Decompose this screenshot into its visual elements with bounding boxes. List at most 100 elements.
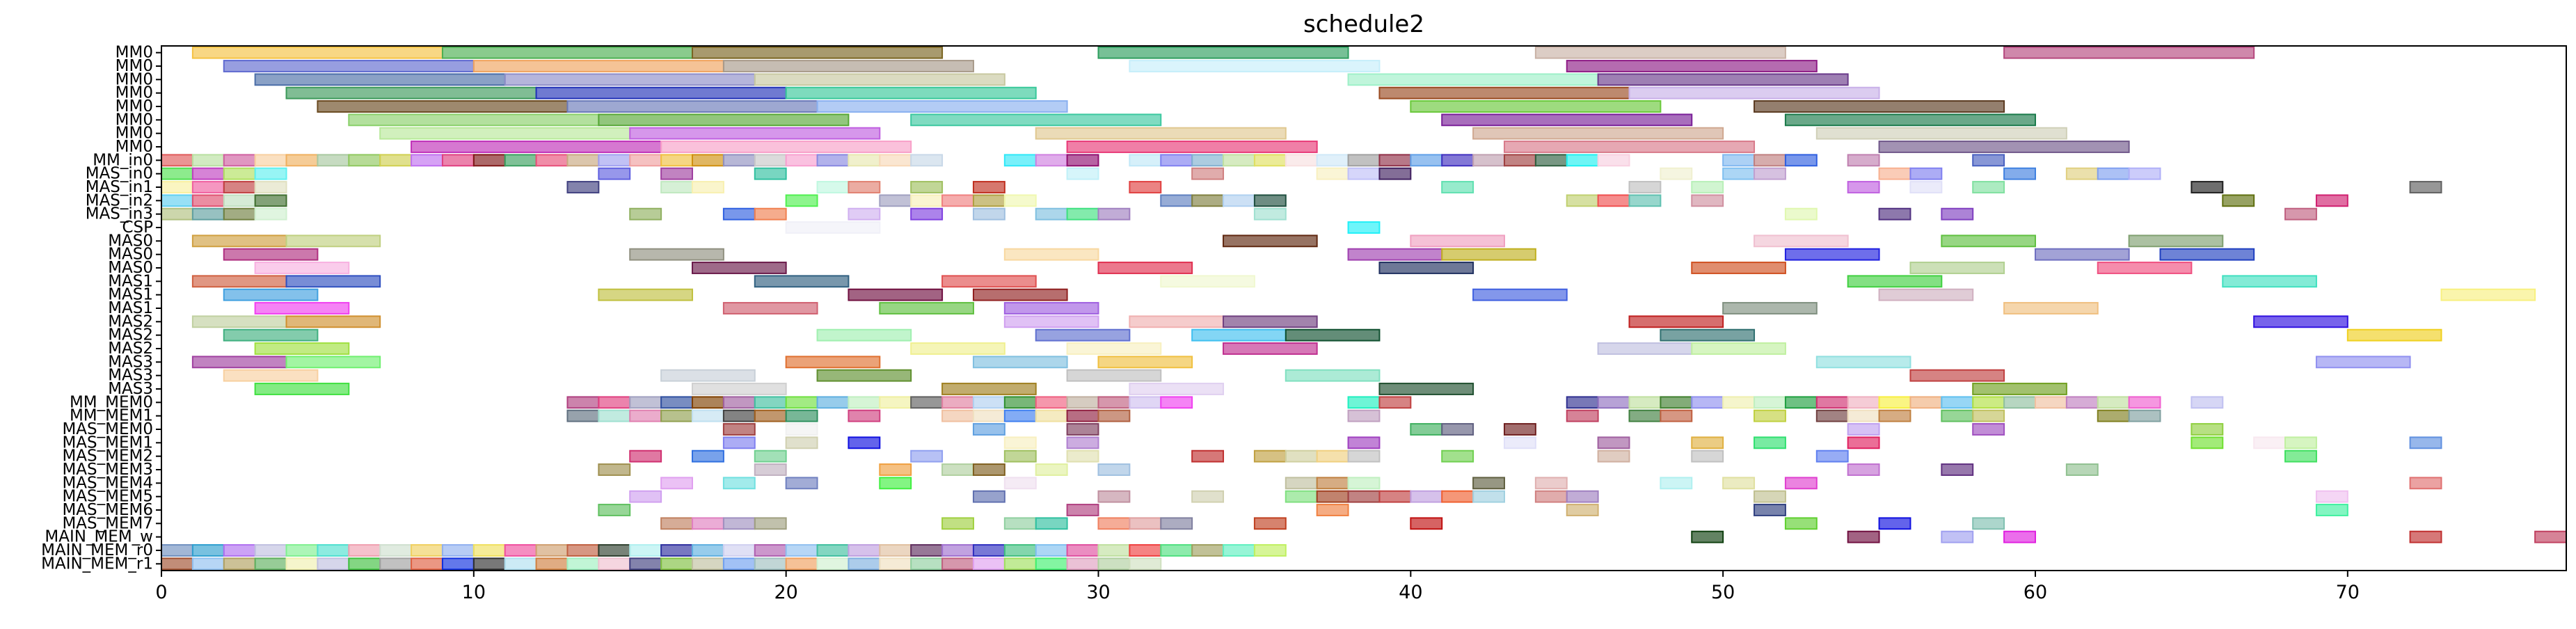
- task-bar: [1253, 207, 1287, 221]
- task-bar: [816, 369, 912, 382]
- task-bar: [629, 490, 662, 503]
- task-bar: [1660, 167, 1693, 180]
- task-bar: [1066, 409, 1099, 422]
- task-bar: [692, 396, 724, 409]
- task-bar: [1253, 544, 1287, 557]
- task-bar: [1223, 342, 1318, 355]
- task-bar: [1878, 207, 1911, 221]
- task-bar: [1003, 449, 1037, 463]
- y-tick-label: MM0: [116, 125, 153, 143]
- y-tick-label: MAS0: [108, 259, 153, 277]
- task-bar: [785, 477, 818, 490]
- task-bar: [2409, 530, 2442, 543]
- task-bar: [254, 207, 287, 221]
- task-bar: [2440, 288, 2536, 301]
- task-bar: [254, 262, 350, 274]
- task-bar: [816, 544, 850, 557]
- task-bar: [1316, 449, 1349, 463]
- task-bar: [722, 60, 974, 72]
- task-bar: [910, 194, 944, 207]
- task-bar: [1754, 436, 1786, 449]
- task-bar: [1410, 517, 1443, 530]
- task-bar: [1878, 409, 1911, 422]
- task-bar: [223, 181, 256, 193]
- task-bar: [1223, 544, 1255, 557]
- task-bar: [785, 396, 818, 409]
- task-bar: [1972, 423, 2005, 436]
- task-bar: [1784, 396, 1818, 409]
- task-bar: [629, 396, 662, 409]
- task-bar: [1815, 396, 1849, 409]
- task-bar: [441, 557, 475, 571]
- task-bar: [879, 463, 912, 476]
- task-bar: [1035, 557, 1068, 571]
- task-bar: [1691, 396, 1724, 409]
- task-bar: [941, 544, 974, 557]
- task-bar: [2128, 234, 2224, 248]
- task-bar: [910, 154, 944, 167]
- task-bar: [660, 557, 694, 571]
- task-bar: [441, 46, 694, 59]
- y-tick-label: MAS1: [108, 286, 153, 304]
- task-bar: [754, 409, 787, 422]
- task-bar: [1441, 490, 1474, 503]
- task-bar: [1878, 517, 1911, 530]
- task-bar: [1597, 396, 1630, 409]
- task-bar: [191, 234, 287, 248]
- task-bar: [1534, 477, 1568, 490]
- chart-title: schedule2: [1303, 10, 1424, 38]
- task-bar: [1847, 181, 1880, 193]
- task-bar: [1472, 490, 1505, 503]
- task-bar: [785, 154, 818, 167]
- task-bar: [754, 207, 787, 221]
- task-bar: [598, 409, 631, 422]
- task-bar: [1441, 449, 1474, 463]
- task-bar: [472, 154, 506, 167]
- task-bar: [1347, 167, 1381, 180]
- task-bar: [629, 409, 662, 422]
- task-bar: [629, 544, 662, 557]
- task-bar: [379, 127, 631, 140]
- task-bar: [1347, 396, 1381, 409]
- task-bar: [2065, 463, 2099, 476]
- task-bar: [1847, 154, 1880, 167]
- y-tick-label: MAS_MEM2: [62, 447, 153, 465]
- y-tick-label: MAS_MEM1: [62, 433, 153, 452]
- task-bar: [785, 86, 1037, 99]
- task-bar: [1191, 449, 1225, 463]
- task-bar: [1597, 436, 1630, 449]
- task-bar: [1097, 409, 1131, 422]
- task-bar: [910, 396, 944, 409]
- task-bar: [1691, 181, 1724, 193]
- task-bar: [1347, 436, 1381, 449]
- task-bar: [1660, 409, 1693, 422]
- task-bar: [191, 356, 287, 369]
- task-bar: [1097, 396, 1131, 409]
- task-bar: [191, 181, 225, 193]
- task-bar: [722, 544, 756, 557]
- task-bar: [1378, 383, 1474, 395]
- y-tick-label: MAS_in3: [86, 205, 153, 223]
- task-bar: [441, 544, 475, 557]
- task-bar: [191, 207, 225, 221]
- task-bar: [1347, 490, 1381, 503]
- task-bar: [1847, 409, 1880, 422]
- task-bar: [1597, 194, 1630, 207]
- task-bar: [317, 154, 350, 167]
- task-bar: [348, 154, 381, 167]
- task-bar: [1191, 544, 1225, 557]
- task-bar: [1066, 369, 1162, 382]
- task-bar: [1003, 396, 1037, 409]
- task-bar: [2315, 194, 2348, 207]
- task-bar: [1722, 154, 1756, 167]
- task-bar: [191, 167, 225, 180]
- task-bar: [722, 207, 756, 221]
- task-bar: [1129, 154, 1162, 167]
- task-bar: [254, 181, 287, 193]
- task-bar: [254, 194, 287, 207]
- task-bar: [1754, 154, 1786, 167]
- task-bar: [1909, 167, 1943, 180]
- task-bar: [1784, 248, 1880, 261]
- task-bar: [910, 342, 1005, 355]
- task-bar: [191, 315, 287, 328]
